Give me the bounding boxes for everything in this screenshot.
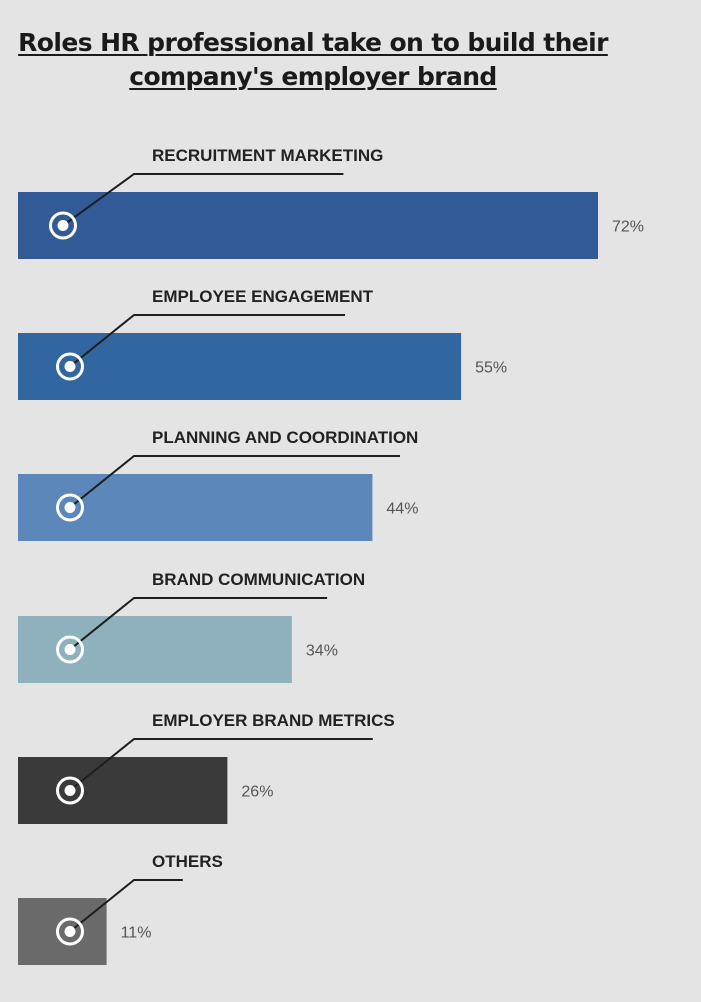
- callout-line-brand-communication: [69, 597, 328, 651]
- bar-planning-and-coordination: [18, 474, 373, 541]
- category-label-others: OTHERS: [152, 852, 223, 871]
- bar-group-planning-and-coordination: PLANNING AND COORDINATION 44%: [18, 428, 418, 541]
- category-label-employer-brand-metrics: EMPLOYER BRAND METRICS: [152, 711, 395, 730]
- value-label-employee-engagement: 55%: [475, 360, 507, 377]
- value-label-others: 11%: [121, 925, 152, 942]
- callout-line-planning-and-coordination: [69, 455, 400, 509]
- target-icon: [56, 635, 84, 664]
- category-label-brand-communication: BRAND COMMUNICATION: [152, 570, 365, 589]
- bar-employee-engagement: [18, 333, 462, 400]
- bar-group-others: OTHERS 11%: [18, 852, 223, 965]
- target-icon: [56, 493, 84, 522]
- chart-title-line-2: company's employer brand: [129, 62, 497, 91]
- value-label-recruitment-marketing: 72%: [612, 219, 644, 236]
- category-label-employee-engagement: EMPLOYEE ENGAGEMENT: [152, 287, 374, 306]
- value-label-brand-communication: 34%: [306, 643, 338, 660]
- bar-group-employer-brand-metrics: EMPLOYER BRAND METRICS 26%: [18, 711, 395, 824]
- bar-group-brand-communication: BRAND COMMUNICATION 34%: [18, 570, 365, 683]
- bar-others: [18, 898, 107, 965]
- callout-line-recruitment-marketing: [62, 173, 344, 227]
- target-icon: [56, 776, 84, 805]
- target-icon: [56, 917, 84, 946]
- bar-recruitment-marketing: [18, 192, 598, 259]
- callout-line-employee-engagement: [69, 314, 346, 368]
- chart-title: Roles HR professional take on to build t…: [0, 26, 626, 94]
- value-label-employer-brand-metrics: 26%: [241, 784, 273, 801]
- category-label-recruitment-marketing: RECRUITMENT MARKETING: [152, 146, 383, 165]
- bar-group-employee-engagement: EMPLOYEE ENGAGEMENT 55%: [18, 287, 507, 400]
- chart-title-line-1: Roles HR professional take on to build t…: [18, 28, 608, 57]
- category-label-planning-and-coordination: PLANNING AND COORDINATION: [152, 428, 418, 447]
- bar-group-recruitment-marketing: RECRUITMENT MARKETING 72%: [18, 146, 644, 259]
- value-label-planning-and-coordination: 44%: [386, 501, 418, 518]
- callout-line-others: [69, 879, 183, 933]
- target-icon: [56, 352, 84, 381]
- callout-line-employer-brand-metrics: [69, 738, 373, 792]
- bar-employer-brand-metrics: [18, 757, 228, 824]
- target-icon: [49, 211, 77, 240]
- bar-brand-communication: [18, 616, 292, 683]
